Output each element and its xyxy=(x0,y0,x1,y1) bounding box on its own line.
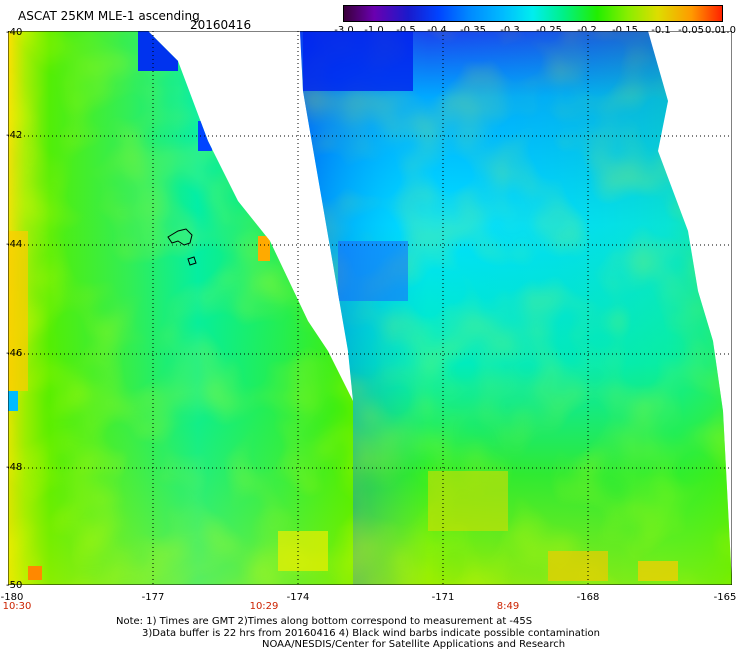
graticule xyxy=(8,31,732,585)
colorbar xyxy=(343,5,723,22)
lon-label: -177 xyxy=(141,592,165,603)
lon-label: -180 xyxy=(0,592,24,603)
map-title: ASCAT 25KM MLE-1 ascending xyxy=(18,9,200,23)
lat-label: -50 xyxy=(6,580,23,591)
pass-time: 8:49 xyxy=(496,601,520,612)
wind-map xyxy=(8,31,732,585)
lat-label: -48 xyxy=(6,462,23,473)
lat-label: -44 xyxy=(6,239,23,250)
pass-time: 10:29 xyxy=(249,601,279,612)
lat-label: -46 xyxy=(6,348,23,359)
lon-label: -165 xyxy=(713,592,737,603)
lon-label: -174 xyxy=(286,592,310,603)
lat-label: -42 xyxy=(6,130,23,141)
note-line-1: Note: 1) Times are GMT 2)Times along bot… xyxy=(116,616,533,627)
lon-label: -171 xyxy=(431,592,455,603)
note-line-3: NOAA/NESDIS/Center for Satellite Applica… xyxy=(262,639,566,650)
west-swath xyxy=(8,31,353,585)
lat-label: -40 xyxy=(6,27,23,38)
map-date: 20160416 xyxy=(190,18,252,32)
lon-label: -168 xyxy=(576,592,600,603)
east-swath xyxy=(300,31,732,585)
note-line-2: 3)Data buffer is 22 hrs from 20160416 4)… xyxy=(142,628,600,639)
island-outline xyxy=(167,228,197,266)
pass-time: 10:30 xyxy=(2,601,32,612)
